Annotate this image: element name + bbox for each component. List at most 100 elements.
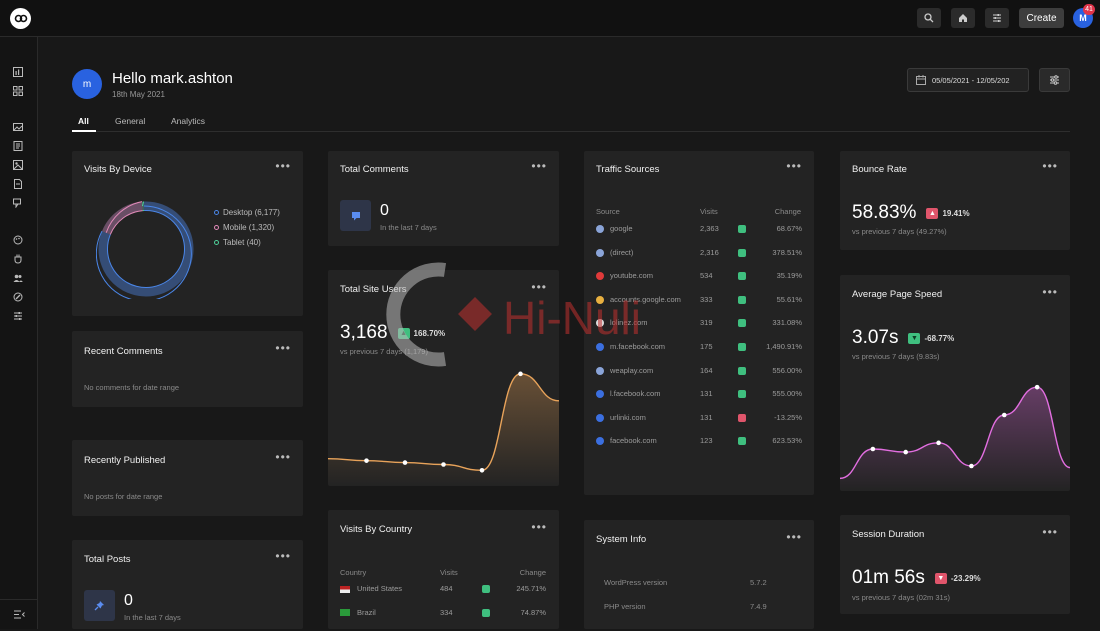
card-menu-button[interactable]: ••• bbox=[531, 520, 547, 534]
traffic-change: 1,490.91% bbox=[766, 342, 802, 351]
posts-icon[interactable] bbox=[13, 141, 23, 151]
bounce-rate-value: 58.83% bbox=[852, 202, 916, 224]
session-duration-sub: vs previous 7 days (02m 31s) bbox=[852, 593, 950, 602]
create-button[interactable]: Create bbox=[1019, 8, 1064, 28]
bounce-rate-sub: vs previous 7 days (49.27%) bbox=[852, 227, 947, 236]
trend-down-icon: ▼ bbox=[908, 333, 920, 344]
trend-up-icon bbox=[738, 225, 746, 233]
users-icon[interactable] bbox=[13, 273, 23, 283]
card-menu-button[interactable]: ••• bbox=[275, 450, 291, 464]
legend-dot bbox=[214, 225, 219, 230]
card-title: Recently Published bbox=[84, 455, 165, 466]
comments-icon[interactable] bbox=[13, 198, 23, 208]
dashboard-icon[interactable] bbox=[13, 67, 23, 77]
traffic-source: (direct) bbox=[610, 248, 633, 257]
system-info-value: 5.7.2 bbox=[750, 578, 767, 587]
card-title: Visits By Device bbox=[84, 164, 152, 175]
filter-button[interactable] bbox=[1039, 68, 1070, 92]
traffic-visits: 164 bbox=[700, 366, 713, 375]
page-greeting: Hello mark.ashton bbox=[112, 70, 233, 87]
card-menu-button[interactable]: ••• bbox=[275, 159, 291, 173]
tab-all[interactable]: All bbox=[78, 116, 89, 126]
search-icon bbox=[924, 13, 934, 23]
country-visits: 484 bbox=[440, 584, 453, 593]
app-logo[interactable] bbox=[10, 8, 31, 29]
card-menu-button[interactable]: ••• bbox=[275, 341, 291, 355]
device-donut-chart bbox=[96, 199, 196, 299]
trend-up-icon: ▲ bbox=[926, 208, 938, 219]
date-range-value: 05/05/2021 - 12/05/202 bbox=[932, 76, 1010, 85]
pin-icon bbox=[84, 590, 115, 621]
page-speed-point bbox=[936, 441, 941, 446]
legend-item: Tablet (40) bbox=[214, 235, 280, 250]
tools-icon[interactable] bbox=[13, 292, 23, 302]
bounce-rate-card: Bounce Rate ••• 58.83% ▲ 19.41% vs previ… bbox=[840, 151, 1070, 250]
appearance-icon[interactable] bbox=[13, 235, 23, 245]
date-range-picker[interactable]: 05/05/2021 - 12/05/202 bbox=[907, 68, 1029, 92]
tab-general[interactable]: General bbox=[115, 116, 145, 126]
customize-button[interactable] bbox=[985, 8, 1009, 28]
traffic-source: lolinez.com bbox=[610, 318, 648, 327]
column-header: Visits bbox=[440, 568, 458, 577]
comment-icon bbox=[340, 200, 371, 231]
trend-up-icon bbox=[738, 437, 746, 445]
card-menu-button[interactable]: ••• bbox=[786, 530, 802, 544]
page-speed-card: Average Page Speed ••• 3.07s ▼ -68.77% v… bbox=[840, 275, 1070, 491]
card-menu-button[interactable]: ••• bbox=[275, 549, 291, 563]
card-title: Total Comments bbox=[340, 164, 409, 175]
system-info-label: WordPress version bbox=[604, 578, 667, 587]
site-users-sub: vs previous 7 days (1,179) bbox=[340, 347, 428, 356]
traffic-change: 623.53% bbox=[772, 436, 802, 445]
card-menu-button[interactable]: ••• bbox=[786, 159, 802, 173]
card-menu-button[interactable]: ••• bbox=[1042, 285, 1058, 299]
settings-icon[interactable] bbox=[13, 311, 23, 321]
collapse-sidebar-button[interactable] bbox=[0, 599, 38, 629]
card-menu-button[interactable]: ••• bbox=[1042, 159, 1058, 173]
traffic-visits: 123 bbox=[700, 436, 713, 445]
search-button[interactable] bbox=[917, 8, 941, 28]
sliders-icon bbox=[992, 13, 1002, 23]
plugins-icon[interactable] bbox=[13, 254, 23, 264]
grid-icon[interactable] bbox=[13, 86, 23, 96]
card-title: Bounce Rate bbox=[852, 164, 907, 175]
session-duration-card: Session Duration ••• 01m 56s ▼ -23.29% v… bbox=[840, 515, 1070, 614]
legend-item: Mobile (1,320) bbox=[214, 220, 280, 235]
top-bar: Create M 41 bbox=[0, 0, 1100, 37]
traffic-change: 68.67% bbox=[777, 224, 802, 233]
system-info-card: System Info ••• WordPress version 5.7.2 … bbox=[584, 520, 814, 629]
pages-icon[interactable] bbox=[13, 179, 23, 189]
tab-analytics[interactable]: Analytics bbox=[171, 116, 205, 126]
media-icon[interactable] bbox=[13, 122, 23, 132]
country-visits: 334 bbox=[440, 608, 453, 617]
home-button[interactable] bbox=[951, 8, 975, 28]
trend-up-icon bbox=[482, 585, 490, 593]
column-header: Source bbox=[596, 207, 620, 216]
card-menu-button[interactable]: ••• bbox=[1042, 525, 1058, 539]
total-posts-card: Total Posts ••• 0 In the last 7 days bbox=[72, 540, 303, 629]
traffic-visits: 131 bbox=[700, 389, 713, 398]
page-speed-point bbox=[871, 447, 876, 452]
traffic-visits: 319 bbox=[700, 318, 713, 327]
site-users-point bbox=[480, 468, 485, 473]
gallery-icon[interactable] bbox=[13, 160, 23, 170]
column-header: Country bbox=[340, 568, 366, 577]
traffic-visits: 131 bbox=[700, 413, 713, 422]
card-title: Total Site Users bbox=[340, 284, 407, 295]
card-menu-button[interactable]: ••• bbox=[531, 159, 547, 173]
card-menu-button[interactable]: ••• bbox=[531, 280, 547, 294]
visits-by-device-card: Visits By Device ••• Desktop (6,177)Mobi… bbox=[72, 151, 303, 316]
total-comments-card: Total Comments ••• 0 In the last 7 days bbox=[328, 151, 559, 246]
total-site-users-card: Total Site Users ••• 3,168 ▲ 168.70% vs … bbox=[328, 270, 559, 486]
